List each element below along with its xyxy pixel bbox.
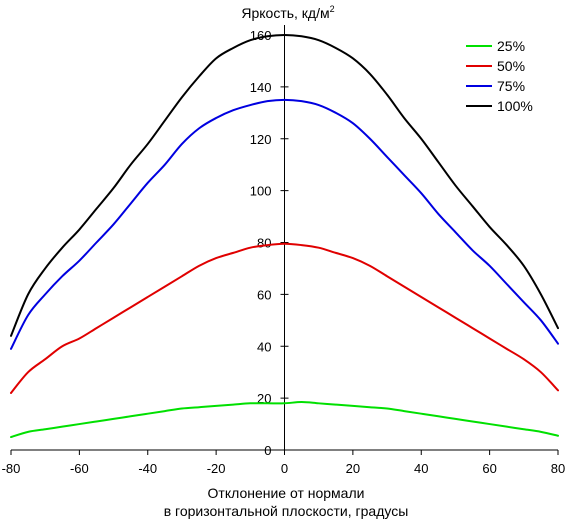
legend: 25% 50% 75% 100% <box>466 38 533 114</box>
x-tick-label: 20 <box>346 461 360 476</box>
y-tick-label: 100 <box>250 184 272 199</box>
y-tick-label: 80 <box>257 236 271 251</box>
series-line-75-percent <box>10 98 559 350</box>
x-tick-label: 0 <box>281 461 288 476</box>
series-line-100-percent <box>10 34 559 337</box>
x-tick-label: 80 <box>551 461 565 476</box>
y-tick-label: 40 <box>257 339 271 354</box>
legend-label: 100% <box>497 98 533 114</box>
series-line-25-percent <box>10 401 559 439</box>
x-tick-label: -20 <box>207 461 226 476</box>
x-axis-label-line1: Отклонение от нормали <box>208 485 365 501</box>
chart-title-superscript: 2 <box>330 4 335 14</box>
x-tick-label: -60 <box>70 461 89 476</box>
chart-title: Яркость, кд/м2 <box>241 4 334 21</box>
x-tick-label: -40 <box>138 461 157 476</box>
series-lines <box>10 34 559 439</box>
y-tick-label: 120 <box>250 132 272 147</box>
series-line-50-percent <box>10 242 559 394</box>
x-tick-label: 60 <box>482 461 496 476</box>
legend-label: 75% <box>497 78 525 94</box>
y-tick-label: 140 <box>250 80 272 95</box>
legend-label: 50% <box>497 58 525 74</box>
y-tick-label: 0 <box>264 443 271 458</box>
x-axis-label-line2: в горизонтальной плоскости, градусы <box>164 503 409 519</box>
legend-label: 25% <box>497 38 525 54</box>
x-tick-label: -80 <box>2 461 21 476</box>
chart-title-main: Яркость, кд/м <box>241 5 329 21</box>
y-tick-label: 60 <box>257 287 271 302</box>
x-tick-label: 40 <box>414 461 428 476</box>
tick-labels: -80 -60 -40 -20 0 20 40 60 800204060801001201401… <box>2 28 566 476</box>
